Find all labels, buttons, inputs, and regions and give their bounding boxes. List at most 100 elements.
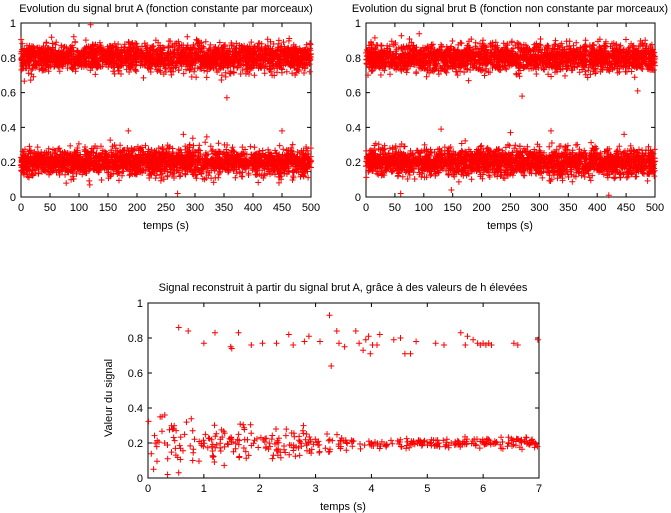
y-tick-label: 1 — [355, 18, 361, 30]
data-point — [290, 173, 297, 180]
data-point — [207, 41, 214, 48]
data-point — [111, 70, 118, 77]
data-point — [215, 171, 222, 178]
x-tick-label: 150 — [444, 202, 462, 214]
data-point — [303, 41, 310, 48]
data-point — [27, 77, 34, 84]
y-tick-label: 0.4 — [1, 122, 16, 134]
x-tick-label: 250 — [157, 202, 175, 214]
data-point — [203, 133, 210, 140]
y-tick-label: 1 — [10, 18, 16, 30]
data-point — [82, 37, 89, 44]
data-point — [110, 68, 117, 75]
data-point — [255, 179, 262, 186]
x-tick-label: 0 — [18, 202, 24, 214]
x-tick-label: 450 — [273, 202, 291, 214]
y-tick-label: 0 — [10, 192, 16, 204]
data-point — [63, 180, 70, 187]
chart-panel-b: Evolution du signal brut B (fonction non… — [346, 3, 668, 232]
x-tick-label: 150 — [99, 202, 117, 214]
data-point — [387, 71, 393, 78]
x-tick-label: 500 — [646, 202, 664, 214]
chart-panel-a: Evolution du signal brut A (fonction con… — [1, 3, 320, 232]
data-point — [279, 127, 285, 134]
data-point — [306, 68, 313, 75]
x-tick-label: 100 — [70, 202, 88, 214]
x-tick-label: 250 — [501, 202, 519, 214]
data-point — [53, 39, 60, 46]
data-point — [189, 135, 196, 142]
data-point — [280, 146, 287, 153]
data-point — [107, 137, 114, 144]
data-point — [218, 77, 225, 83]
data-point — [48, 34, 55, 41]
data-point — [215, 140, 222, 147]
data-point — [174, 190, 181, 197]
data-point — [261, 70, 268, 77]
x-tick-label: 450 — [617, 202, 635, 214]
data-point — [264, 63, 271, 70]
data-point — [247, 143, 254, 150]
x-tick-label: 300 — [530, 202, 548, 214]
data-point — [232, 174, 239, 181]
data-point — [196, 142, 203, 149]
y-tick-label: 0.6 — [1, 88, 16, 100]
data-point — [301, 70, 307, 76]
data-point — [86, 177, 93, 184]
data-point — [125, 127, 132, 134]
y-tick-label: 0.4 — [346, 122, 361, 134]
x-tick-label: 500 — [302, 202, 320, 214]
x-tick-label: 400 — [244, 202, 262, 214]
data-point — [480, 37, 486, 44]
x-tick-label: 0 — [363, 202, 369, 214]
data-point — [251, 72, 258, 79]
chart-title-b: Evolution du signal brut B (fonction non… — [352, 3, 668, 15]
y-tick-label: 0 — [355, 192, 361, 204]
data-point — [237, 71, 244, 77]
data-point — [98, 177, 105, 183]
data-point — [117, 142, 124, 149]
data-point — [70, 33, 77, 40]
data-point — [223, 94, 230, 101]
data-point — [67, 142, 74, 149]
x-axis-label-a: temps (s) — [143, 220, 189, 232]
data-point — [251, 144, 258, 151]
x-axis-label-b: temps (s) — [487, 220, 533, 232]
data-point — [377, 72, 384, 78]
y-tick-label: 0.2 — [346, 157, 361, 169]
data-point — [267, 38, 274, 45]
x-tick-label: 200 — [472, 202, 490, 214]
x-tick-label: 400 — [588, 202, 606, 214]
data-point — [140, 74, 147, 81]
data-point — [72, 38, 79, 45]
y-tick-label: 0.2 — [1, 157, 16, 169]
x-tick-label: 350 — [559, 202, 577, 214]
data-point — [18, 36, 25, 43]
x-tick-label: 50 — [389, 202, 401, 214]
data-point — [180, 131, 187, 138]
data-point — [86, 181, 93, 188]
data-point — [26, 143, 33, 150]
data-point — [176, 173, 183, 180]
data-point — [623, 36, 629, 43]
x-tick-label: 200 — [128, 202, 146, 214]
data-point — [276, 142, 283, 149]
data-point — [92, 71, 99, 78]
x-tick-label: 350 — [215, 202, 233, 214]
data-point — [175, 67, 182, 73]
data-point — [43, 39, 50, 46]
y-tick-label: 0.6 — [346, 88, 361, 100]
data-point — [184, 33, 191, 40]
x-tick-label: 100 — [415, 202, 433, 214]
data-point — [152, 175, 159, 182]
data-point — [202, 139, 209, 146]
data-point — [21, 78, 28, 85]
y-tick-label: 0.8 — [1, 53, 16, 65]
data-point — [203, 74, 210, 81]
x-tick-label: 50 — [44, 202, 56, 214]
data-point — [116, 177, 122, 184]
data-point — [188, 73, 195, 80]
data-point — [165, 38, 172, 45]
data-point — [274, 69, 280, 76]
data-point — [49, 40, 56, 47]
